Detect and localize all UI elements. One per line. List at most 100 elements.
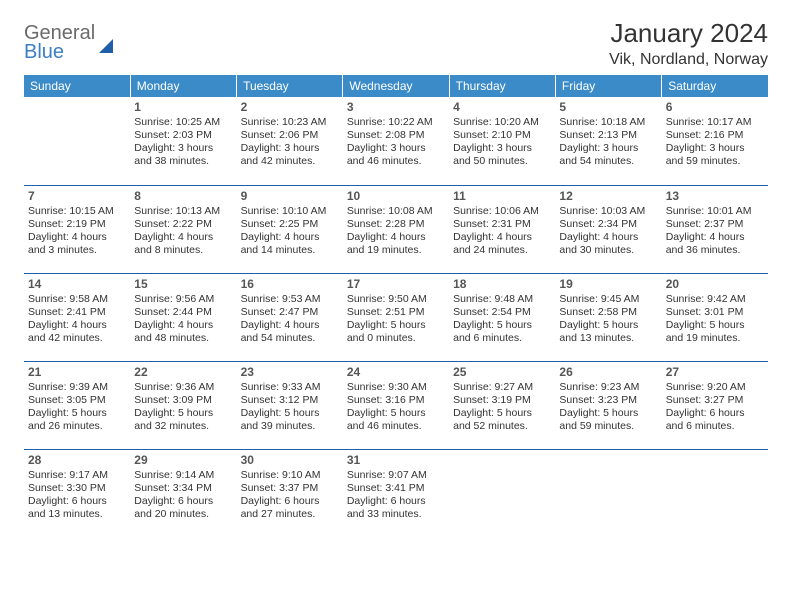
- day-number: 3: [347, 100, 445, 115]
- daylight-line: Daylight: 5 hours and 52 minutes.: [453, 407, 551, 433]
- calendar-cell: 10Sunrise: 10:08 AMSunset: 2:28 PMDaylig…: [343, 185, 449, 273]
- sunset-line: Sunset: 2:25 PM: [241, 218, 339, 231]
- sunrise-line: Sunrise: 10:01 AM: [666, 205, 764, 218]
- sunset-line: Sunset: 3:37 PM: [241, 482, 339, 495]
- daylight-line: Daylight: 4 hours and 19 minutes.: [347, 231, 445, 257]
- calendar-cell: 19Sunrise: 9:45 AMSunset: 2:58 PMDayligh…: [555, 273, 661, 361]
- day-number: 26: [559, 365, 657, 380]
- calendar-cell: 9Sunrise: 10:10 AMSunset: 2:25 PMDayligh…: [237, 185, 343, 273]
- sunrise-line: Sunrise: 9:42 AM: [666, 293, 764, 306]
- daylight-line: Daylight: 5 hours and 39 minutes.: [241, 407, 339, 433]
- sunset-line: Sunset: 2:10 PM: [453, 129, 551, 142]
- day-header: Monday: [130, 75, 236, 97]
- day-number: 5: [559, 100, 657, 115]
- sunset-line: Sunset: 2:34 PM: [559, 218, 657, 231]
- day-number: 4: [453, 100, 551, 115]
- daylight-line: Daylight: 6 hours and 6 minutes.: [666, 407, 764, 433]
- header-row: General Blue January 2024 Vik, Nordland,…: [24, 18, 768, 69]
- daylight-line: Daylight: 4 hours and 42 minutes.: [28, 319, 126, 345]
- sunset-line: Sunset: 2:58 PM: [559, 306, 657, 319]
- calendar-cell: 20Sunrise: 9:42 AMSunset: 3:01 PMDayligh…: [662, 273, 768, 361]
- sunset-line: Sunset: 3:30 PM: [28, 482, 126, 495]
- calendar-cell: 23Sunrise: 9:33 AMSunset: 3:12 PMDayligh…: [237, 361, 343, 449]
- day-number: 27: [666, 365, 764, 380]
- daylight-line: Daylight: 4 hours and 54 minutes.: [241, 319, 339, 345]
- day-number: 9: [241, 189, 339, 204]
- calendar-cell: 25Sunrise: 9:27 AMSunset: 3:19 PMDayligh…: [449, 361, 555, 449]
- sunrise-line: Sunrise: 9:07 AM: [347, 469, 445, 482]
- sunset-line: Sunset: 2:47 PM: [241, 306, 339, 319]
- sunrise-line: Sunrise: 9:36 AM: [134, 381, 232, 394]
- calendar-cell: 18Sunrise: 9:48 AMSunset: 2:54 PMDayligh…: [449, 273, 555, 361]
- sunset-line: Sunset: 3:19 PM: [453, 394, 551, 407]
- sunset-line: Sunset: 2:44 PM: [134, 306, 232, 319]
- calendar-row: 21Sunrise: 9:39 AMSunset: 3:05 PMDayligh…: [24, 361, 768, 449]
- day-number: 6: [666, 100, 764, 115]
- calendar-cell: 16Sunrise: 9:53 AMSunset: 2:47 PMDayligh…: [237, 273, 343, 361]
- sunset-line: Sunset: 3:01 PM: [666, 306, 764, 319]
- day-header: Sunday: [24, 75, 130, 97]
- calendar-header: SundayMondayTuesdayWednesdayThursdayFrid…: [24, 75, 768, 97]
- sunset-line: Sunset: 2:03 PM: [134, 129, 232, 142]
- page: General Blue January 2024 Vik, Nordland,…: [0, 0, 792, 537]
- sunrise-line: Sunrise: 10:03 AM: [559, 205, 657, 218]
- day-number: 28: [28, 453, 126, 468]
- sunrise-line: Sunrise: 9:30 AM: [347, 381, 445, 394]
- sunset-line: Sunset: 2:28 PM: [347, 218, 445, 231]
- daylight-line: Daylight: 3 hours and 38 minutes.: [134, 142, 232, 168]
- sunrise-line: Sunrise: 10:18 AM: [559, 116, 657, 129]
- day-number: 7: [28, 189, 126, 204]
- day-number: 11: [453, 189, 551, 204]
- sunset-line: Sunset: 3:34 PM: [134, 482, 232, 495]
- sunrise-line: Sunrise: 9:50 AM: [347, 293, 445, 306]
- triangle-icon: [99, 39, 113, 53]
- daylight-line: Daylight: 3 hours and 46 minutes.: [347, 142, 445, 168]
- daylight-line: Daylight: 5 hours and 32 minutes.: [134, 407, 232, 433]
- sunset-line: Sunset: 2:51 PM: [347, 306, 445, 319]
- day-number: 18: [453, 277, 551, 292]
- calendar-cell: 15Sunrise: 9:56 AMSunset: 2:44 PMDayligh…: [130, 273, 236, 361]
- daylight-line: Daylight: 6 hours and 33 minutes.: [347, 495, 445, 521]
- day-number: 1: [134, 100, 232, 115]
- sunrise-line: Sunrise: 10:13 AM: [134, 205, 232, 218]
- calendar-cell: [662, 449, 768, 537]
- sunrise-line: Sunrise: 10:08 AM: [347, 205, 445, 218]
- sunrise-line: Sunrise: 9:17 AM: [28, 469, 126, 482]
- day-header: Friday: [555, 75, 661, 97]
- sunset-line: Sunset: 2:37 PM: [666, 218, 764, 231]
- daylight-line: Daylight: 6 hours and 13 minutes.: [28, 495, 126, 521]
- day-number: 12: [559, 189, 657, 204]
- title-location: Vik, Nordland, Norway: [609, 51, 768, 69]
- calendar-cell: 27Sunrise: 9:20 AMSunset: 3:27 PMDayligh…: [662, 361, 768, 449]
- daylight-line: Daylight: 3 hours and 42 minutes.: [241, 142, 339, 168]
- sunset-line: Sunset: 2:19 PM: [28, 218, 126, 231]
- sunset-line: Sunset: 2:08 PM: [347, 129, 445, 142]
- sunrise-line: Sunrise: 9:10 AM: [241, 469, 339, 482]
- day-number: 21: [28, 365, 126, 380]
- daylight-line: Daylight: 4 hours and 14 minutes.: [241, 231, 339, 257]
- sunset-line: Sunset: 2:16 PM: [666, 129, 764, 142]
- sunrise-line: Sunrise: 9:39 AM: [28, 381, 126, 394]
- sunrise-line: Sunrise: 10:17 AM: [666, 116, 764, 129]
- daylight-line: Daylight: 5 hours and 6 minutes.: [453, 319, 551, 345]
- day-number: 17: [347, 277, 445, 292]
- calendar-cell: 22Sunrise: 9:36 AMSunset: 3:09 PMDayligh…: [130, 361, 236, 449]
- day-number: 15: [134, 277, 232, 292]
- daylight-line: Daylight: 4 hours and 36 minutes.: [666, 231, 764, 257]
- calendar-table: SundayMondayTuesdayWednesdayThursdayFrid…: [24, 75, 768, 537]
- sunset-line: Sunset: 2:22 PM: [134, 218, 232, 231]
- sunrise-line: Sunrise: 10:06 AM: [453, 205, 551, 218]
- sunset-line: Sunset: 2:13 PM: [559, 129, 657, 142]
- calendar-cell: 14Sunrise: 9:58 AMSunset: 2:41 PMDayligh…: [24, 273, 130, 361]
- sunrise-line: Sunrise: 9:14 AM: [134, 469, 232, 482]
- daylight-line: Daylight: 5 hours and 26 minutes.: [28, 407, 126, 433]
- daylight-line: Daylight: 4 hours and 48 minutes.: [134, 319, 232, 345]
- sunset-line: Sunset: 2:06 PM: [241, 129, 339, 142]
- day-number: 29: [134, 453, 232, 468]
- day-number: 23: [241, 365, 339, 380]
- daylight-line: Daylight: 5 hours and 59 minutes.: [559, 407, 657, 433]
- day-number: 13: [666, 189, 764, 204]
- title-month: January 2024: [609, 18, 768, 49]
- day-number: 30: [241, 453, 339, 468]
- daylight-line: Daylight: 4 hours and 3 minutes.: [28, 231, 126, 257]
